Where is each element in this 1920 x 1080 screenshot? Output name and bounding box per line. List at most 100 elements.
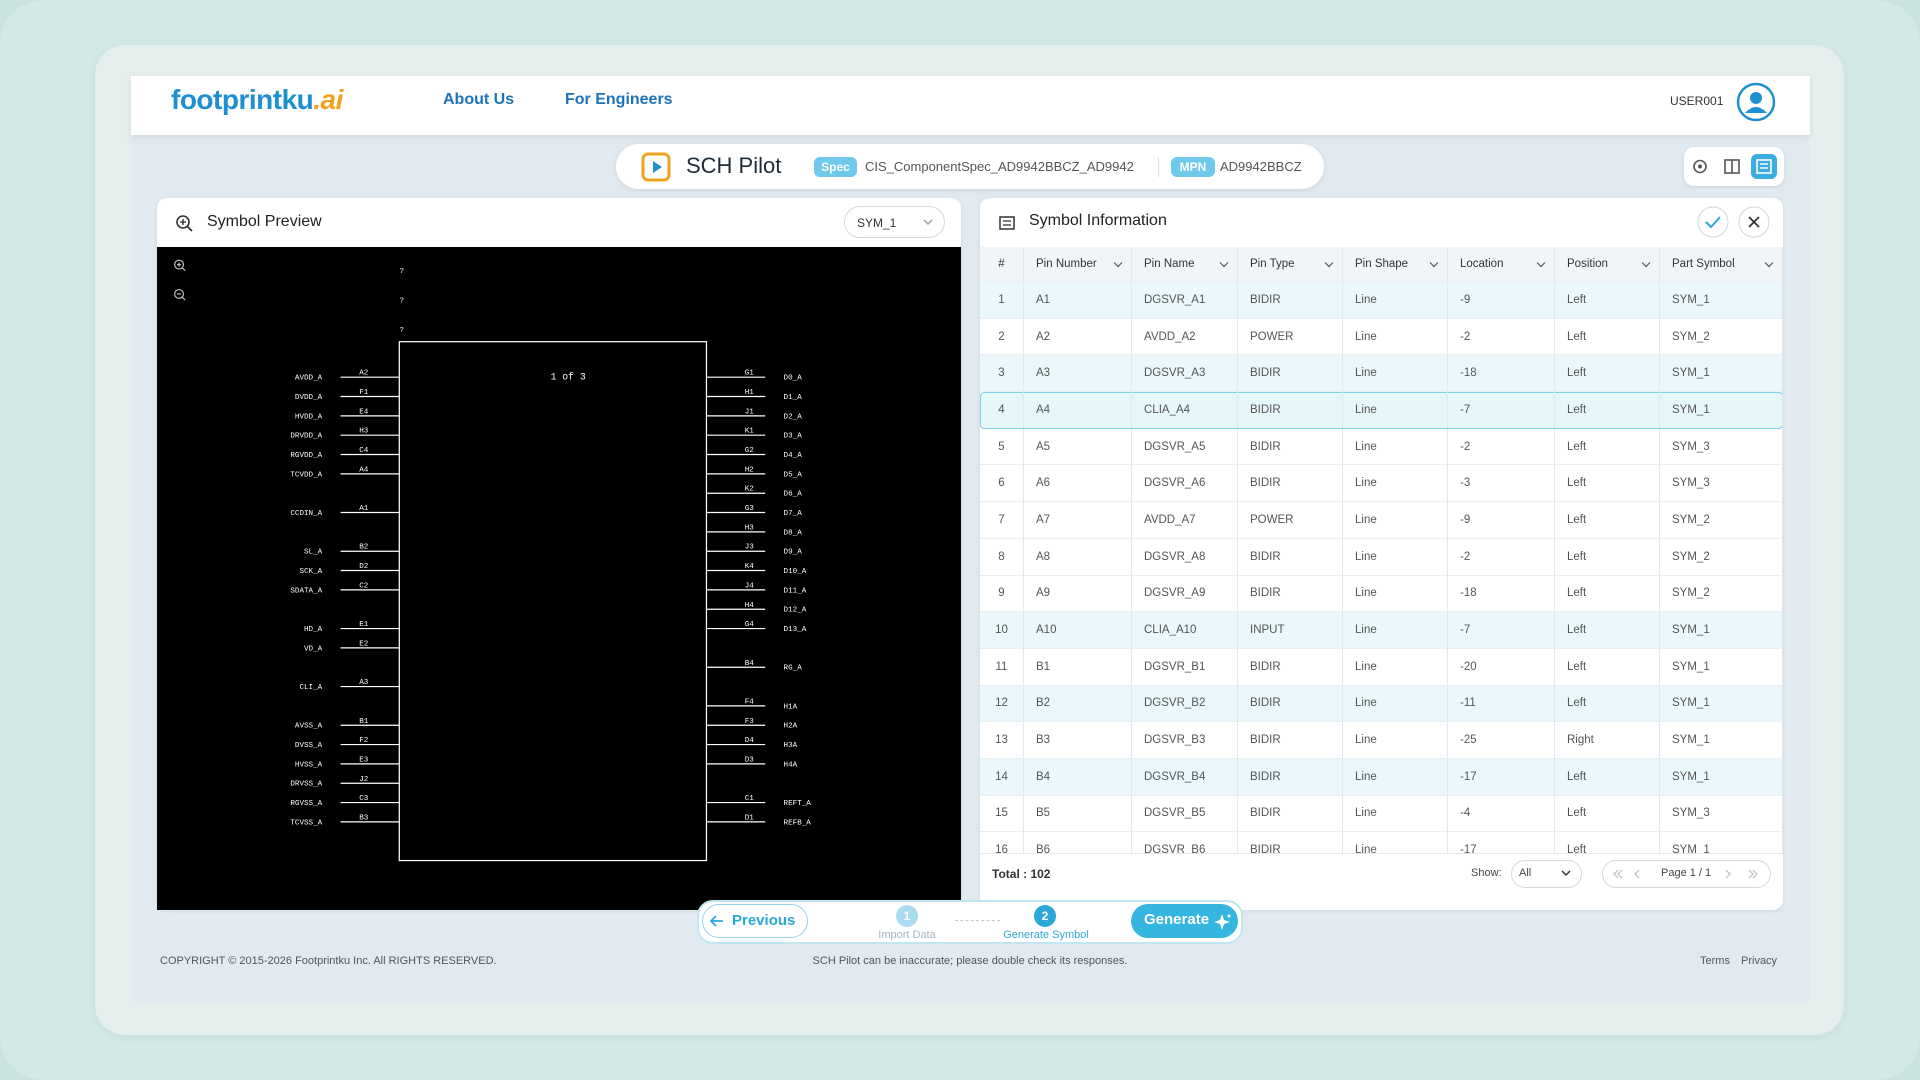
table-cell: 16 [980,832,1024,853]
table-row[interactable]: 11 B1 DGSVR_B1 BIDIR Line -20 Left SYM_1 [980,648,1783,686]
table-row[interactable]: 9 A9 DGSVR_A9 BIDIR Line -18 Left SYM_2 [980,575,1783,613]
table-cell: -9 [1448,282,1555,318]
table-row[interactable]: 12 B2 DGSVR_B2 BIDIR Line -11 Left SYM_1 [980,685,1783,723]
table-cell: POWER [1238,318,1343,355]
table-cell: CLIA_A4 [1132,392,1238,428]
pin-number: A2 [359,370,369,378]
zoom-controls[interactable] [174,259,186,301]
nav-link[interactable]: About Us [443,91,515,108]
table-cell: -25 [1448,722,1555,758]
schematic: ??? 1 of 3 A2 AVDD_A F1 DVDD_A E4 HVDD_A H3 DRVDD… [174,259,812,862]
table-cell: BIDIR [1238,355,1343,392]
column-header[interactable]: Pin Shape [1343,247,1448,281]
avatar[interactable] [1735,81,1777,123]
table-row[interactable]: 14 B4 DGSVR_B4 BIDIR Line -17 Left SYM_1 [980,758,1783,796]
previous-button[interactable]: Previous [702,904,808,938]
show-select[interactable] [1511,860,1582,888]
symbol-select[interactable]: SYM_1 [844,206,945,238]
table-cell: 13 [980,722,1024,758]
pin-name: VD_A [304,645,323,653]
table-row[interactable]: 8 A8 DGSVR_A8 BIDIR Line -2 Left SYM_2 [980,538,1783,576]
table-cell: Left [1555,355,1660,392]
column-header[interactable]: Part Symbol [1660,247,1783,281]
pin-name: D3_A [784,433,803,441]
table-row[interactable]: 5 A5 DGSVR_A5 BIDIR Line -2 Left SYM_3 [980,428,1783,466]
pin-number: D1 [745,814,755,822]
pin-number: H2 [745,466,755,474]
table-cell: B4 [1024,758,1132,795]
table-cell: -18 [1448,575,1555,612]
footer-link[interactable]: Privacy [1741,955,1778,967]
unknown-marker: ? [399,327,404,335]
pin-name: H1A [784,703,798,711]
table-cell: 4 [980,392,1024,428]
table-cell: A6 [1024,465,1132,502]
table-cell: CLIA_A10 [1132,612,1238,648]
page-indicator: Page 1 / 1 [1661,867,1712,879]
table-cell: Line [1343,648,1448,685]
column-header[interactable]: Pin Number [1024,247,1132,281]
panel-actions[interactable] [1695,204,1773,240]
nav-link[interactable]: For Engineers [565,91,673,108]
show-value: All [1519,867,1532,879]
logo[interactable]: footprintku.ai [171,84,343,116]
table-cell: SYM_1 [1660,758,1783,795]
table-cell: Left [1555,575,1660,612]
table-cell: B1 [1024,648,1132,685]
total-count: Total : 102 [992,867,1051,881]
table-cell: Line [1343,392,1448,428]
pin-name: REFT_A [784,800,812,808]
table-cell: -2 [1448,318,1555,355]
disclaimer: SCH Pilot can be inaccurate; please doub… [812,955,1128,967]
table-row[interactable]: 7 A7 AVDD_A7 POWER Line -9 Left SYM_2 [980,502,1783,539]
pagination-arrows[interactable] [1610,867,1765,881]
table-cell: Line [1343,538,1448,575]
table-row[interactable]: 2 A2 AVDD_A2 POWER Line -2 Left SYM_2 [980,318,1783,356]
panel-title: Symbol Information [1029,212,1167,229]
table-cell: Left [1555,502,1660,538]
pagination[interactable] [1602,860,1771,888]
table-row[interactable]: 16 B6 DGSVR_B6 BIDIR Line -17 Left SYM_1 [980,832,1783,853]
table-row[interactable]: 15 B5 DGSVR_B5 BIDIR Line -4 Left SYM_3 [980,795,1783,833]
table-divider [980,853,1783,854]
table-cell: Left [1555,832,1660,853]
pin-number: A1 [359,505,369,513]
table-cell: 5 [980,428,1024,465]
table-cell: Left [1555,758,1660,795]
table-cell: SYM_2 [1660,538,1783,575]
pin-name: CLI_A [299,684,322,692]
table-row[interactable]: 6 A6 DGSVR_A6 BIDIR Line -3 Left SYM_3 [980,465,1783,503]
table-cell: Line [1343,795,1448,832]
column-header[interactable]: Location [1448,247,1555,281]
pin-number: B2 [359,544,369,552]
pin-number: J4 [745,582,755,590]
table-cell: Line [1343,282,1448,318]
pin-name: HVSS_A [295,761,323,769]
step-number: 1 [896,905,918,927]
table-cell: SYM_1 [1660,355,1783,392]
step-label: Import Data [878,929,936,941]
copyright: COPYRIGHT © 2015-2026 Footprintku Inc. A… [160,955,497,967]
table-row[interactable]: 1 A1 DGSVR_A1 BIDIR Line -9 Left SYM_1 [980,282,1783,319]
pin-name: D8_A [784,529,803,537]
table-cell: Line [1343,612,1448,648]
column-header[interactable]: Position [1555,247,1660,281]
pin-name: D10_A [784,568,807,576]
table-cell: SYM_2 [1660,502,1783,538]
column-header[interactable]: Pin Type [1238,247,1343,281]
table-cell: Line [1343,355,1448,392]
table-cell: Line [1343,758,1448,795]
pin-name: D12_A [784,607,807,615]
table-cell: BIDIR [1238,685,1343,722]
table-cell: BIDIR [1238,648,1343,685]
table-row[interactable]: 10 A10 CLIA_A10 INPUT Line -7 Left SYM_1 [980,612,1783,649]
table-cell: B2 [1024,685,1132,722]
table-row[interactable]: 4 A4 CLIA_A4 BIDIR Line -7 Left SYM_1 [980,392,1783,429]
table-row[interactable]: 13 B3 DGSVR_B3 BIDIR Line -25 Right SYM_1 [980,722,1783,759]
footer-link[interactable]: Terms [1700,955,1730,967]
table-cell: SYM_3 [1660,428,1783,465]
view-icons[interactable] [1688,151,1782,182]
column-header[interactable]: Pin Name [1132,247,1238,281]
table-row[interactable]: 3 A3 DGSVR_A3 BIDIR Line -18 Left SYM_1 [980,355,1783,393]
arrow-left [709,915,723,927]
